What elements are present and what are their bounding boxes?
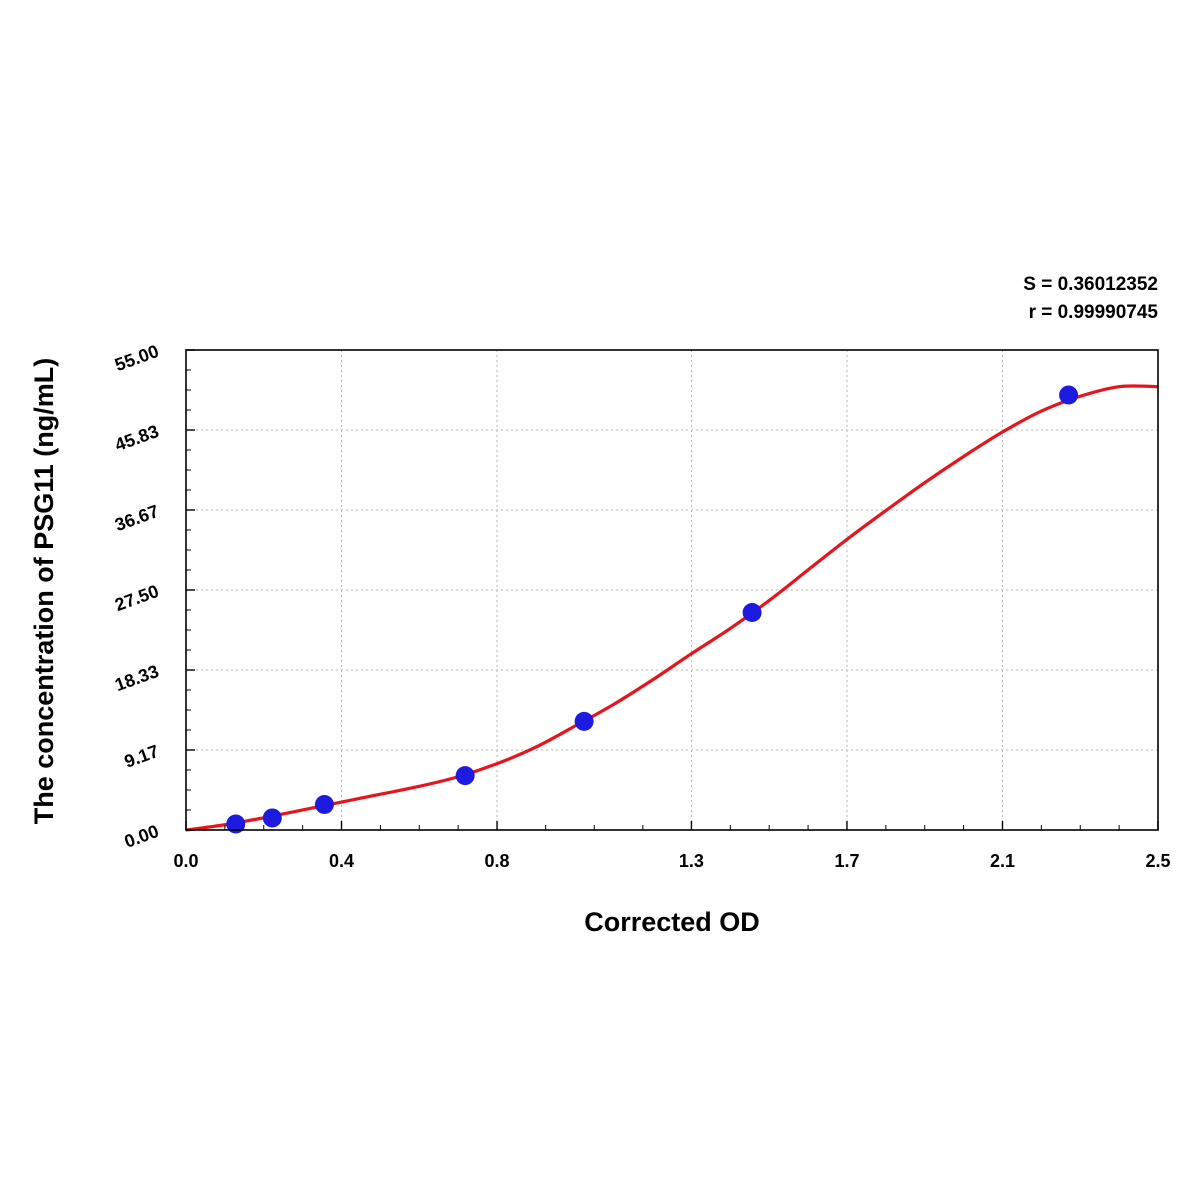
x-tick-label: 2.5 xyxy=(1145,851,1170,871)
x-tick-label: 0.8 xyxy=(485,851,510,871)
y-tick-label: 36.67 xyxy=(112,501,161,535)
grid xyxy=(186,350,1158,830)
y-tick-label: 9.17 xyxy=(122,741,162,772)
x-tick-label: 0.0 xyxy=(173,851,198,871)
data-point xyxy=(1059,385,1079,405)
r-statistic: r = 0.99990745 xyxy=(1029,302,1159,323)
data-point xyxy=(742,603,762,623)
y-tick-label: 27.50 xyxy=(112,581,161,615)
y-tick-label: 18.33 xyxy=(112,661,161,695)
x-tick-label: 0.4 xyxy=(329,851,354,871)
ticks: 0.0 0.4 0.8 1.3 1.7 2.1 2.5 0.00 9.17 18.33 27.50 3… xyxy=(112,341,1170,871)
data-points-layer xyxy=(226,385,1079,834)
data-point xyxy=(226,814,246,834)
y-tick-label: 55.00 xyxy=(112,341,161,375)
data-point xyxy=(574,711,594,731)
x-axis-title: Corrected OD xyxy=(584,907,760,937)
x-tick-label: 2.1 xyxy=(990,851,1015,871)
data-point xyxy=(455,766,475,786)
y-tick-label: 45.83 xyxy=(112,421,161,455)
x-tick-label: 1.3 xyxy=(679,851,704,871)
data-point xyxy=(262,808,282,828)
s-statistic: S = 0.36012352 xyxy=(1023,274,1158,295)
x-tick-label: 1.7 xyxy=(834,851,859,871)
y-tick-label: 0.00 xyxy=(122,821,162,852)
fitted-curve xyxy=(185,384,1159,832)
y-axis-title: The concentration of PSG11 (ng/mL) xyxy=(29,358,59,825)
data-point xyxy=(314,795,334,815)
fitted-curve-layer xyxy=(185,384,1159,832)
